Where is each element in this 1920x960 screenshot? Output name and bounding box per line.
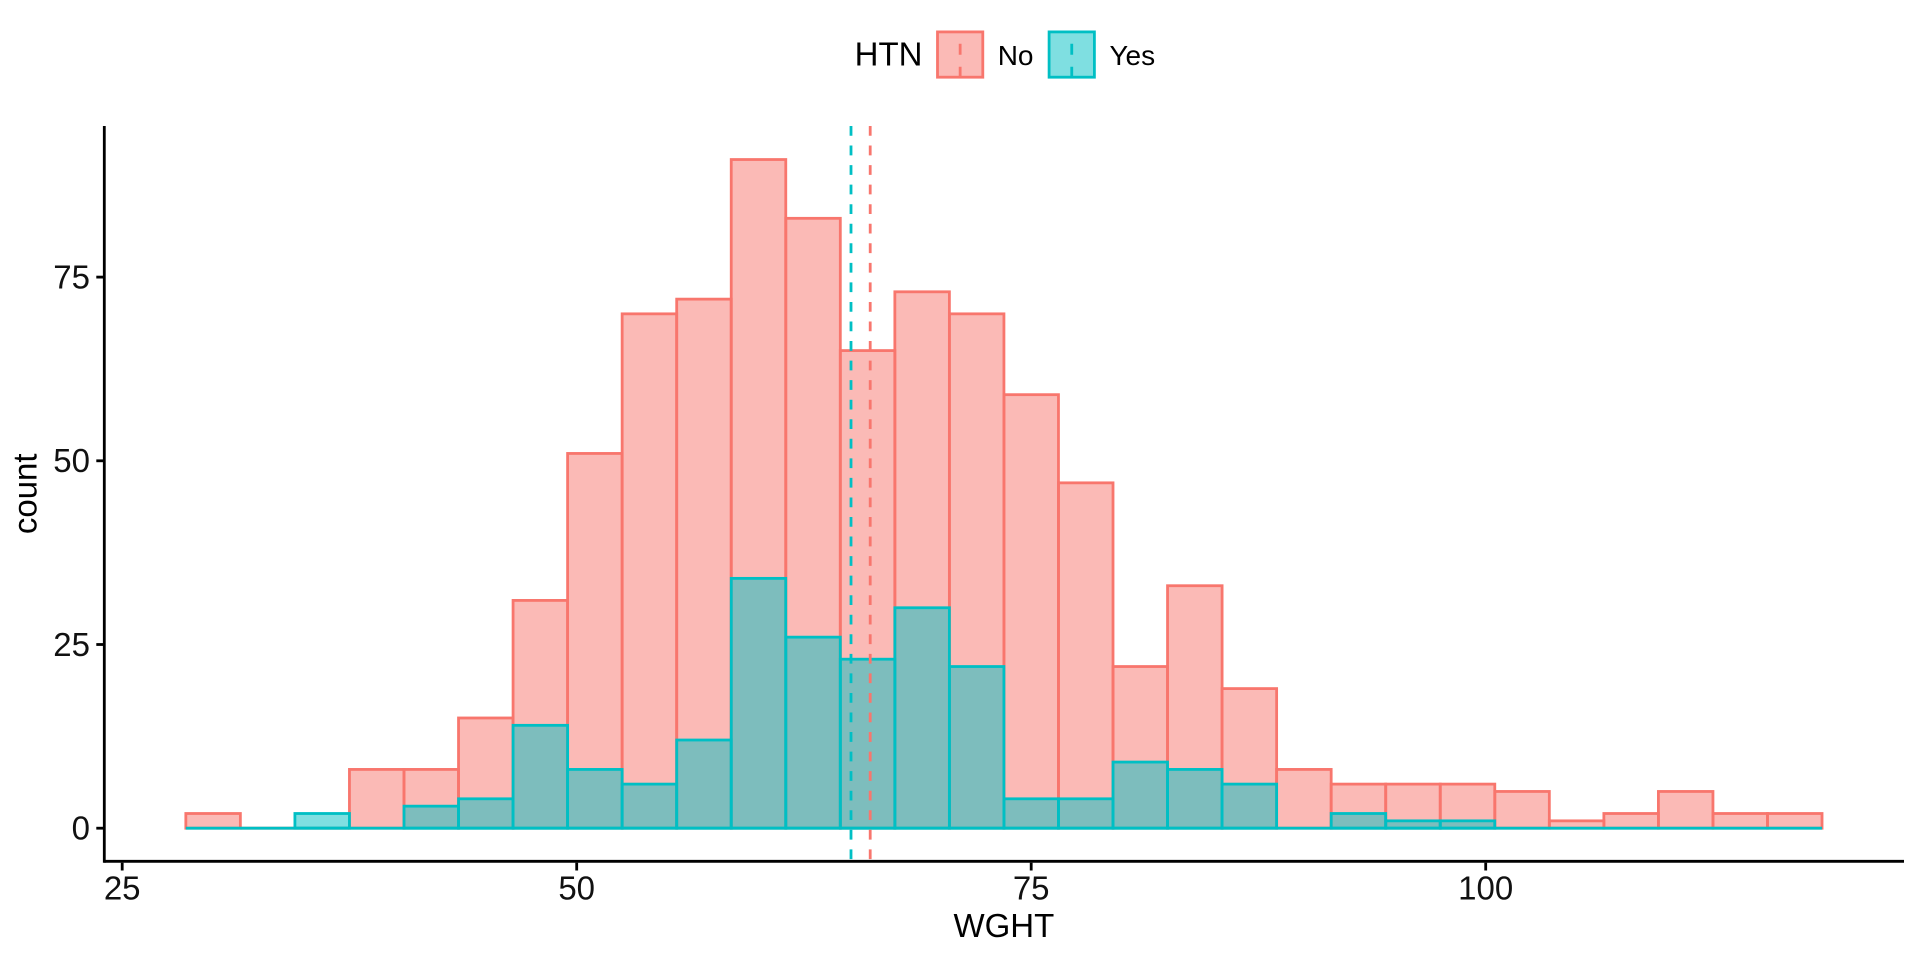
svg-text:HTN: HTN xyxy=(855,36,923,73)
svg-text:count: count xyxy=(7,453,44,534)
svg-text:75: 75 xyxy=(1013,870,1050,907)
svg-text:0: 0 xyxy=(72,810,90,847)
svg-text:100: 100 xyxy=(1458,870,1513,907)
svg-text:25: 25 xyxy=(104,870,141,907)
svg-text:Yes: Yes xyxy=(1109,40,1155,71)
svg-text:No: No xyxy=(998,40,1034,71)
svg-text:25: 25 xyxy=(53,626,90,663)
svg-text:75: 75 xyxy=(53,258,90,295)
svg-text:50: 50 xyxy=(53,442,90,479)
svg-text:WGHT: WGHT xyxy=(953,907,1054,944)
svg-text:50: 50 xyxy=(558,870,595,907)
